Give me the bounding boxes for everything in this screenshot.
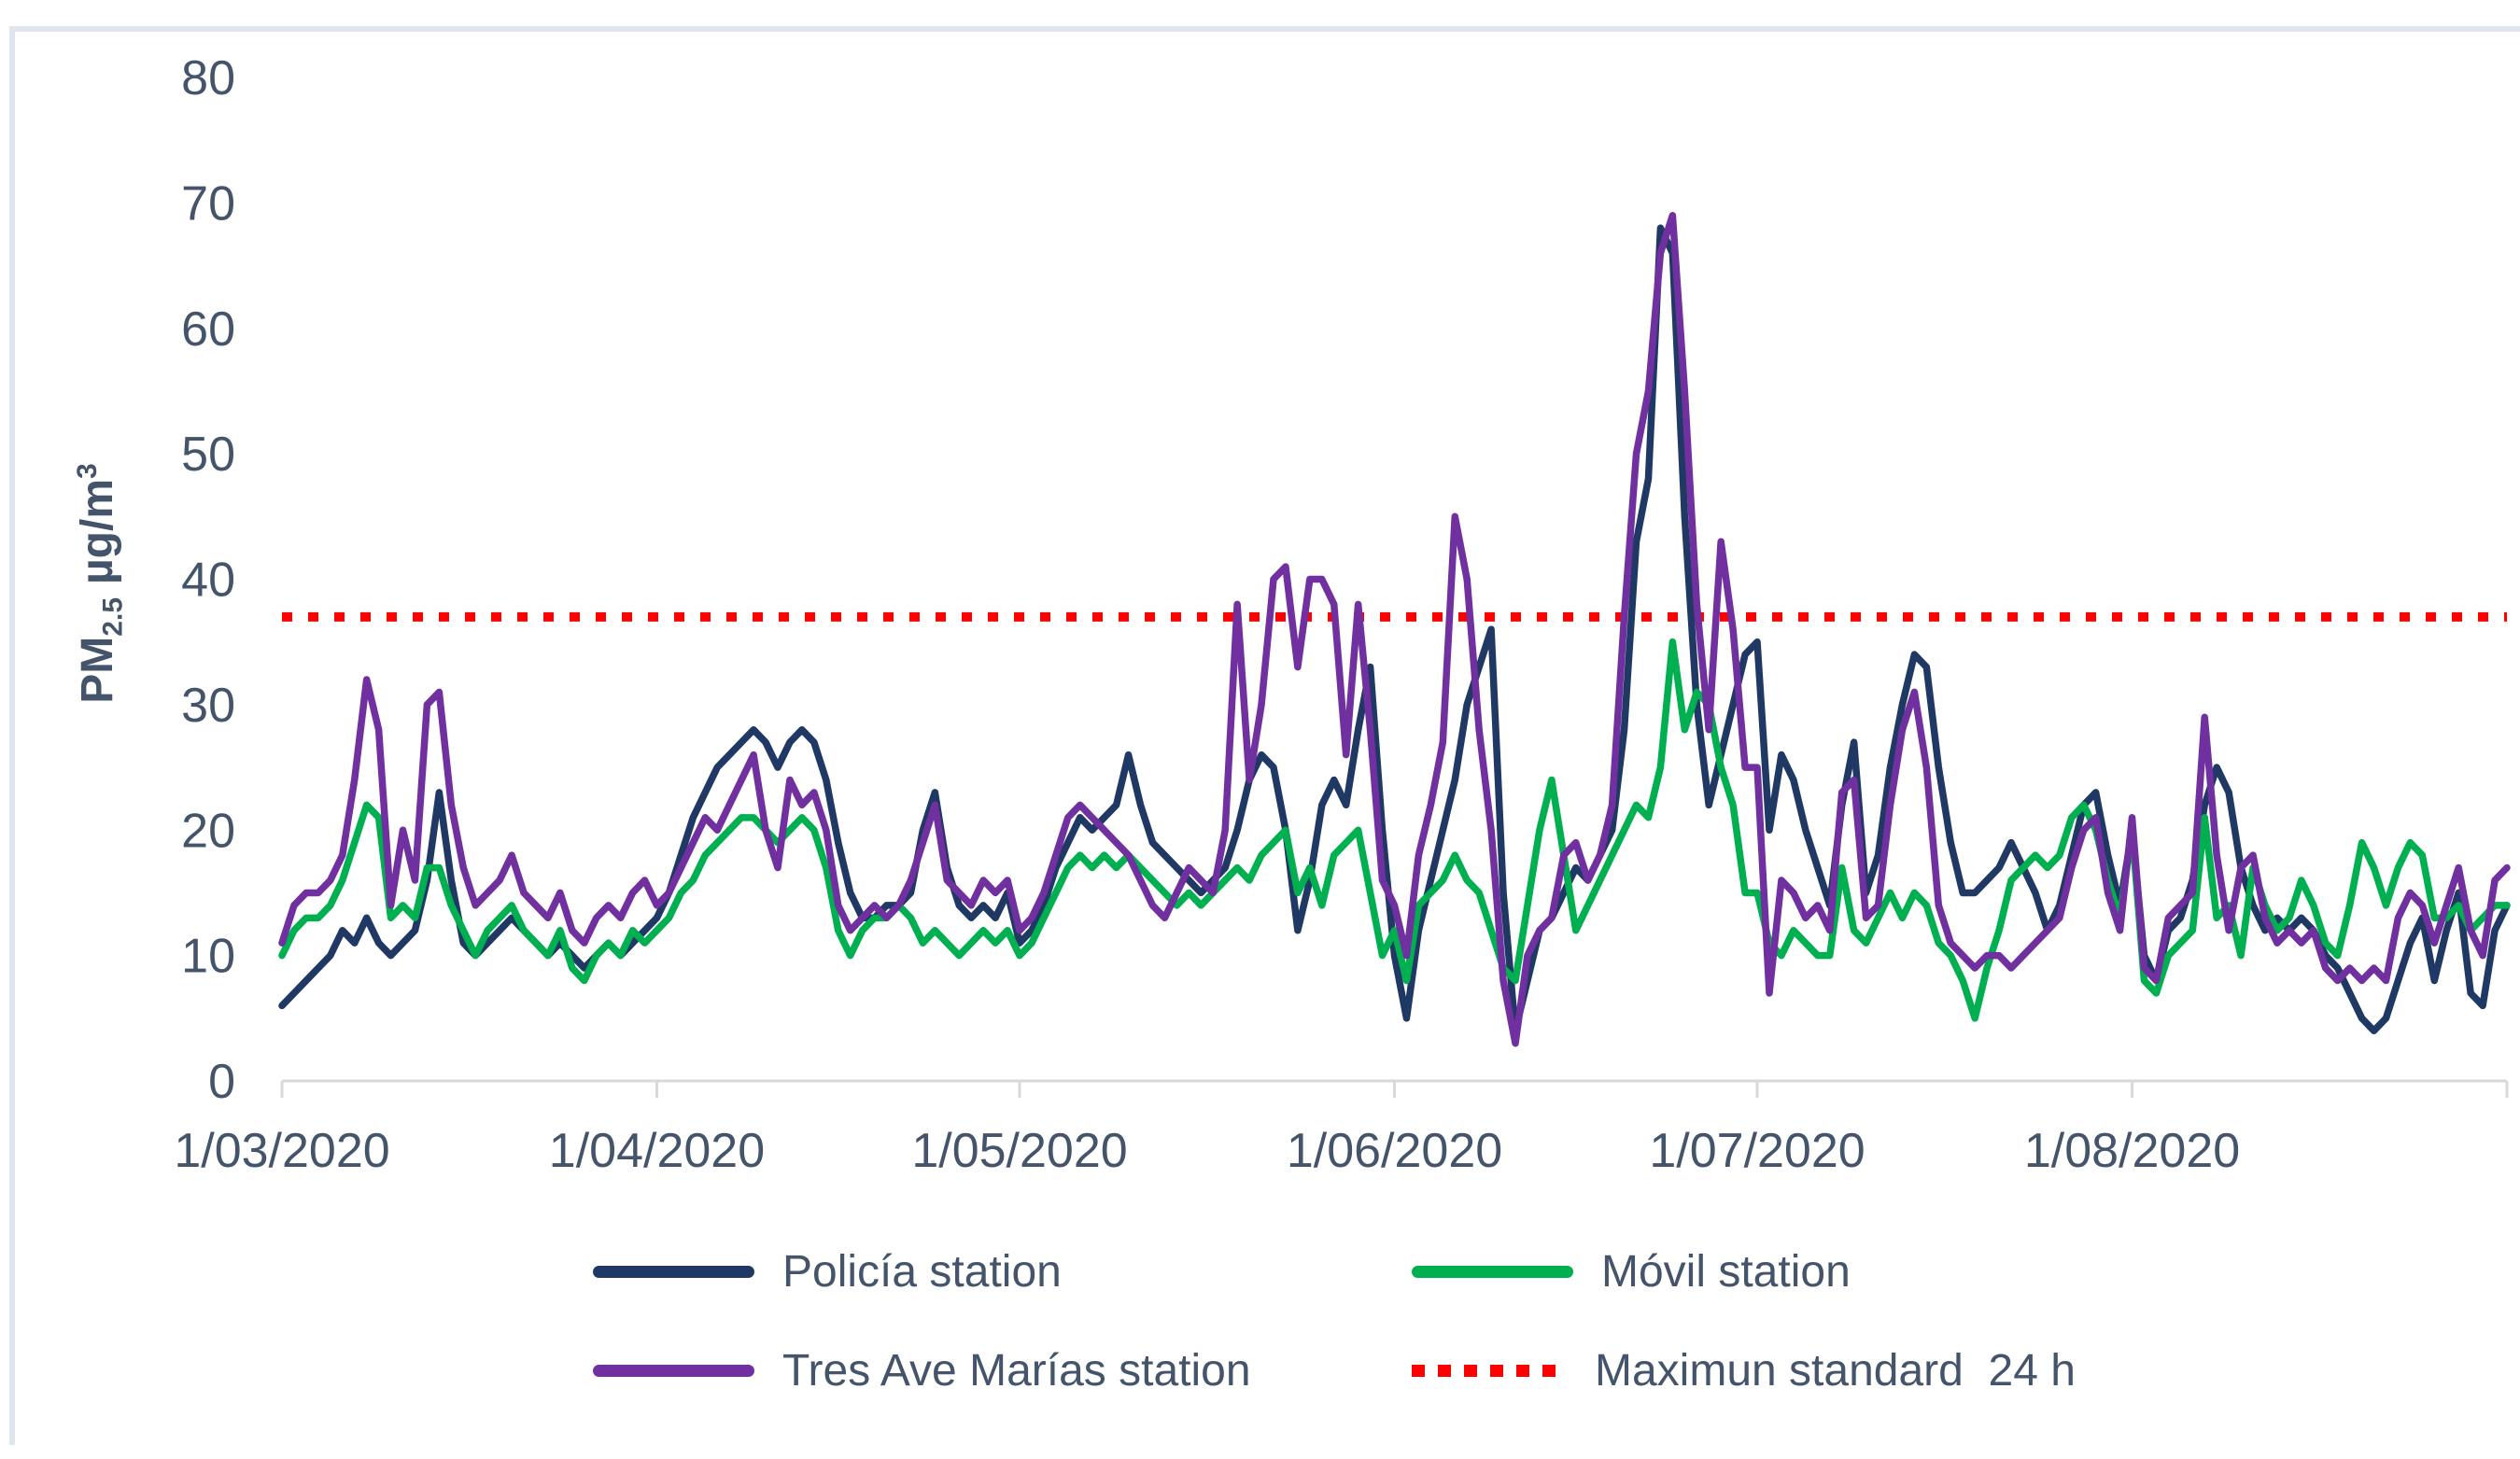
- legend-item-policia: Policía station: [593, 1245, 1062, 1298]
- svg-text:20: 20: [181, 804, 235, 858]
- legend-item-max-standard: Maximun standard 24 h: [1412, 1344, 2076, 1396]
- legend-label-tres-ave-marias: Tres Ave Marías station: [782, 1345, 1251, 1396]
- max-standard-dotted-swatch: [1412, 1364, 1567, 1377]
- svg-text:1/06/2020: 1/06/2020: [1287, 1124, 1502, 1178]
- legend-item-tres-ave-marias: Tres Ave Marías station: [593, 1344, 1251, 1396]
- svg-text:30: 30: [181, 679, 235, 733]
- legend-label-max-standard: Maximun standard 24 h: [1595, 1345, 2076, 1396]
- svg-text:1/03/2020: 1/03/2020: [174, 1124, 389, 1178]
- page-left-border: [9, 26, 15, 1445]
- svg-text:1/05/2020: 1/05/2020: [911, 1124, 1127, 1178]
- svg-text:80: 80: [181, 51, 235, 105]
- legend-label-policia: Policía station: [782, 1246, 1062, 1297]
- y-axis-title-unit: µg/m: [73, 478, 122, 584]
- policia-line-swatch: [593, 1265, 754, 1278]
- svg-text:10: 10: [181, 930, 235, 984]
- y-axis-title-subscript: 2.5: [97, 596, 129, 637]
- svg-text:60: 60: [181, 302, 235, 357]
- page-top-border: [9, 26, 2520, 32]
- y-axis-title-pm: PM: [73, 636, 122, 704]
- svg-text:1/08/2020: 1/08/2020: [2024, 1124, 2240, 1178]
- legend-item-movil: Móvil station: [1412, 1245, 1851, 1298]
- tres-ave-marias-line-swatch: [593, 1364, 754, 1377]
- svg-text:0: 0: [208, 1055, 235, 1109]
- svg-text:1/04/2020: 1/04/2020: [549, 1124, 765, 1178]
- y-axis-title: PM2.5 µg/m3: [72, 341, 129, 826]
- movil-line-swatch: [1412, 1265, 1573, 1278]
- svg-text:70: 70: [181, 176, 235, 231]
- svg-text:50: 50: [181, 428, 235, 482]
- svg-text:1/07/2020: 1/07/2020: [1649, 1124, 1865, 1178]
- y-axis-title-superscript: 3: [72, 463, 103, 479]
- legend-label-movil: Móvil station: [1601, 1246, 1851, 1297]
- svg-text:40: 40: [181, 554, 235, 608]
